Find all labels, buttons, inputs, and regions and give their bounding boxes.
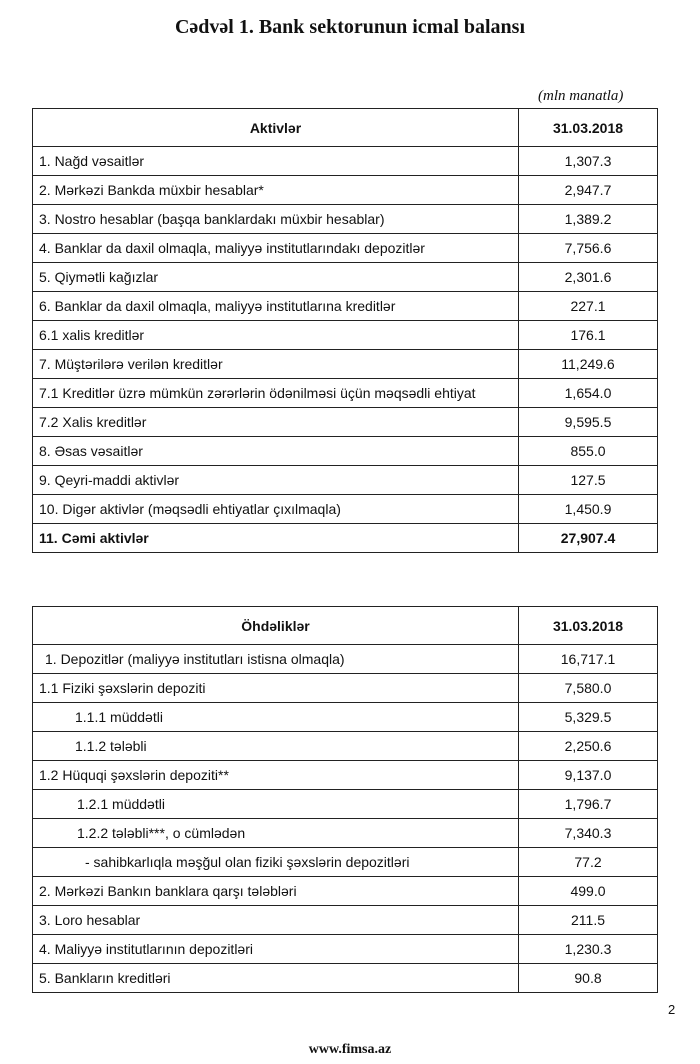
- row-label: 4. Banklar da daxil olmaqla, maliyyə ins…: [32, 233, 519, 263]
- header-label: Öhdəliklər: [32, 606, 519, 645]
- table-row: 1. Nağd vəsaitlər 1,307.3: [32, 146, 658, 176]
- row-value: 7,580.0: [518, 673, 658, 703]
- row-value: 176.1: [518, 320, 658, 350]
- page-number: 2: [668, 1002, 676, 1017]
- row-label: 7.2 Xalis kreditlər: [32, 407, 519, 437]
- row-value: 211.5: [518, 905, 658, 935]
- row-label: 1.2.2 tələbli***, o cümlədən: [32, 818, 519, 848]
- row-value: 16,717.1: [518, 644, 658, 674]
- row-label: 1. Depozitlər (maliyyə institutları isti…: [32, 644, 519, 674]
- table-row: 8. Əsas vəsaitlər 855.0: [32, 436, 658, 466]
- row-value: 77.2: [518, 847, 658, 877]
- row-value: 127.5: [518, 465, 658, 495]
- table-row: 1.1 Fiziki şəxslərin depoziti 7,580.0: [32, 673, 658, 703]
- table-row: 2. Mərkəzi Bankda müxbir hesablar* 2,947.…: [32, 175, 658, 205]
- row-label: 8. Əsas vəsaitlər: [32, 436, 519, 466]
- table-row: 11. Cəmi aktivlər 27,907.4: [32, 523, 658, 553]
- table-row: 7. Müştərilərə verilən kreditlər 11,249.6: [32, 349, 658, 379]
- row-label: 1.1.1 müddətli: [32, 702, 519, 732]
- row-label: 1.2.1 müddətli: [32, 789, 519, 819]
- row-label: 3. Loro hesablar: [32, 905, 519, 935]
- row-value: 11,249.6: [518, 349, 658, 379]
- row-label: 1.2 Hüquqi şəxslərin depoziti**: [32, 760, 519, 790]
- row-label: 6. Banklar da daxil olmaqla, maliyyə ins…: [32, 291, 519, 321]
- row-label: 10. Digər aktivlər (məqsədli ehtiyatlar …: [32, 494, 519, 524]
- row-value: 1,389.2: [518, 204, 658, 234]
- row-value: 7,340.3: [518, 818, 658, 848]
- row-label: 4. Maliyyə institutlarının depozitləri: [32, 934, 519, 964]
- row-value: 27,907.4: [518, 523, 658, 553]
- table-row: 4. Maliyyə institutlarının depozitləri 1,…: [32, 934, 658, 964]
- liabilities-table: Öhdəliklər 31.03.2018 1. Depozitlər (maliy…: [32, 606, 658, 993]
- table-row: 6.1 xalis kreditlər 176.1: [32, 320, 658, 350]
- row-value: 5,329.5: [518, 702, 658, 732]
- row-label: 9. Qeyri-maddi aktivlər: [32, 465, 519, 495]
- row-label: - sahibkarlıqla məşğul olan fiziki şəxsl…: [32, 847, 519, 877]
- table-row: 4. Banklar da daxil olmaqla, maliyyə ins…: [32, 233, 658, 263]
- table-row: 7.2 Xalis kreditlər 9,595.5: [32, 407, 658, 437]
- row-value: 227.1: [518, 291, 658, 321]
- table-row: 1.1.2 tələbli 2,250.6: [32, 731, 658, 761]
- table-header: Aktivlər 31.03.2018: [32, 108, 658, 147]
- row-label: 5. Qiymətli kağızlar: [32, 262, 519, 292]
- table-row: 6. Banklar da daxil olmaqla, maliyyə ins…: [32, 291, 658, 321]
- table-row: 1.2.1 müddətli 1,796.7: [32, 789, 658, 819]
- table-header: Öhdəliklər 31.03.2018: [32, 606, 658, 645]
- row-label: 1.1 Fiziki şəxslərin depoziti: [32, 673, 519, 703]
- table-row: 3. Loro hesablar 211.5: [32, 905, 658, 935]
- header-date: 31.03.2018: [518, 606, 658, 645]
- row-value: 2,301.6: [518, 262, 658, 292]
- row-label: 11. Cəmi aktivlər: [32, 523, 519, 553]
- row-label: 2. Mərkəzi Bankda müxbir hesablar*: [32, 175, 519, 205]
- table-row: 9. Qeyri-maddi aktivlər 127.5: [32, 465, 658, 495]
- header-label: Aktivlər: [32, 108, 519, 147]
- table-row: 1.1.1 müddətli 5,329.5: [32, 702, 658, 732]
- row-value: 1,450.9: [518, 494, 658, 524]
- row-value: 9,137.0: [518, 760, 658, 790]
- table-row: 1.2.2 tələbli***, o cümlədən 7,340.3: [32, 818, 658, 848]
- row-value: 1,654.0: [518, 378, 658, 408]
- table-row: 1.2 Hüquqi şəxslərin depoziti** 9,137.0: [32, 760, 658, 790]
- footer-url: www.fimsa.az: [308, 1042, 392, 1057]
- row-label: 1.1.2 tələbli: [32, 731, 519, 761]
- assets-table: Aktivlər 31.03.2018 1. Nağd vəsaitlər 1,307…: [32, 108, 658, 553]
- row-label: 1. Nağd vəsaitlər: [32, 146, 519, 176]
- row-value: 1,796.7: [518, 789, 658, 819]
- row-value: 855.0: [518, 436, 658, 466]
- table-row: 5. Qiymətli kağızlar 2,301.6: [32, 262, 658, 292]
- row-value: 1,230.3: [518, 934, 658, 964]
- row-value: 499.0: [518, 876, 658, 906]
- row-value: 2,947.7: [518, 175, 658, 205]
- row-label: 7. Müştərilərə verilən kreditlər: [32, 349, 519, 379]
- row-label: 3. Nostro hesablar (başqa banklardakı mü…: [32, 204, 519, 234]
- row-value: 1,307.3: [518, 146, 658, 176]
- table-row: 5. Bankların kreditləri 90.8: [32, 963, 658, 993]
- header-date: 31.03.2018: [518, 108, 658, 147]
- row-label: 2. Mərkəzi Bankın banklara qarşı tələblə…: [32, 876, 519, 906]
- unit-note: (mln manatla): [538, 88, 624, 104]
- page-title: Cədvəl 1. Bank sektorunun icmal balansı: [174, 16, 526, 38]
- table-row: - sahibkarlıqla məşğul olan fiziki şəxsl…: [32, 847, 658, 877]
- row-value: 7,756.6: [518, 233, 658, 263]
- table-row: 7.1 Kreditlər üzrə mümkün zərərlərin ödə…: [32, 378, 658, 408]
- row-label: 6.1 xalis kreditlər: [32, 320, 519, 350]
- row-value: 2,250.6: [518, 731, 658, 761]
- row-label: 5. Bankların kreditləri: [32, 963, 519, 993]
- row-label: 7.1 Kreditlər üzrə mümkün zərərlərin ödə…: [32, 378, 519, 408]
- row-value: 90.8: [518, 963, 658, 993]
- table-row: 10. Digər aktivlər (məqsədli ehtiyatlar …: [32, 494, 658, 524]
- table-row: 3. Nostro hesablar (başqa banklardakı mü…: [32, 204, 658, 234]
- row-value: 9,595.5: [518, 407, 658, 437]
- table-row: 1. Depozitlər (maliyyə institutları isti…: [32, 644, 658, 674]
- table-row: 2. Mərkəzi Bankın banklara qarşı tələblə…: [32, 876, 658, 906]
